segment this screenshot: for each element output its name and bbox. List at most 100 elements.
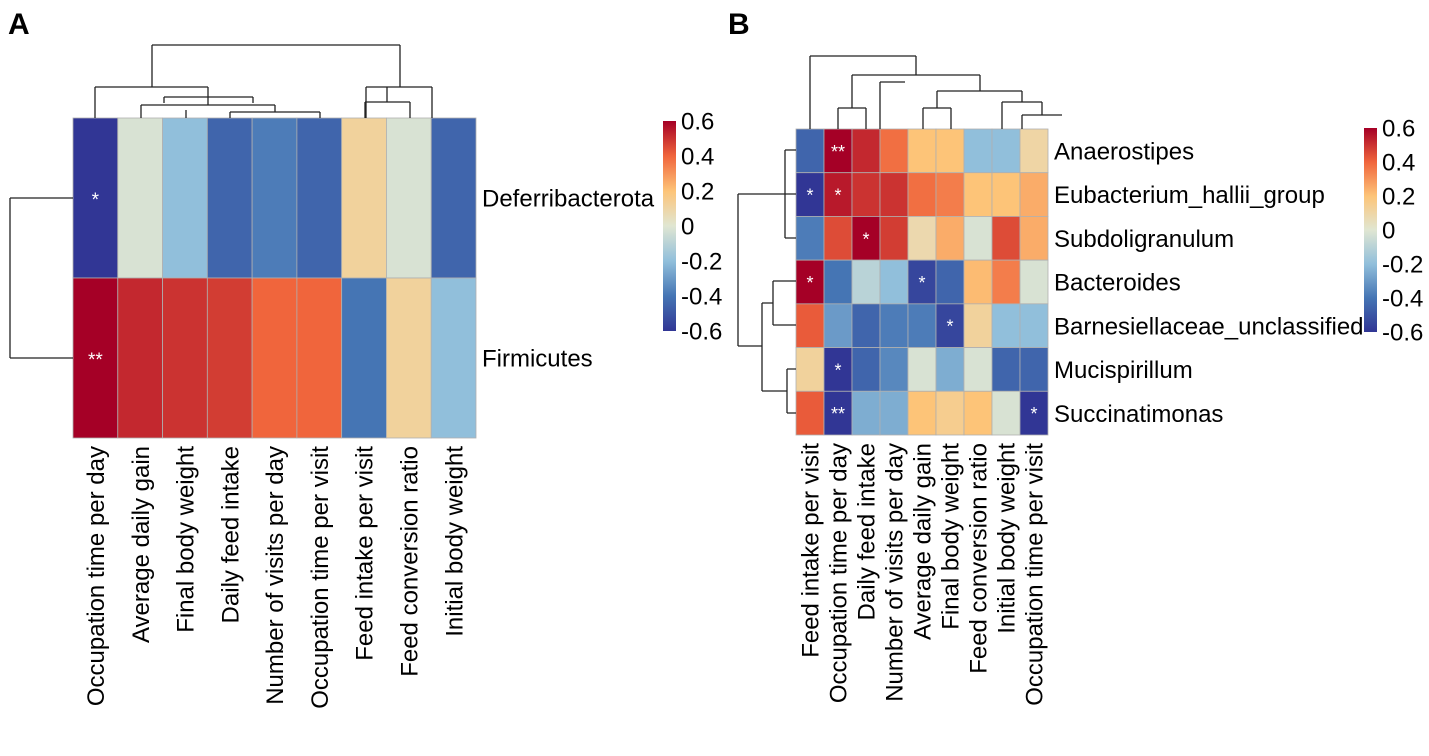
heatmap-cell xyxy=(386,117,432,279)
significance-marker: * xyxy=(806,186,813,206)
heatmap-cell xyxy=(963,128,993,174)
significance-marker: * xyxy=(862,229,869,249)
significance-marker: ** xyxy=(831,142,845,162)
heatmap-cell xyxy=(879,128,909,174)
heatmap-cell xyxy=(935,128,965,174)
heatmap-cell xyxy=(963,172,993,217)
column-label: Number of visits per day xyxy=(882,443,909,702)
significance-marker: * xyxy=(1030,404,1037,424)
heatmap-cell xyxy=(879,303,909,348)
column-label: Feed intake per visit xyxy=(352,446,379,661)
heatmap-cell xyxy=(851,216,881,261)
column-label: Occupation time per visit xyxy=(307,446,334,709)
heatmap-cell xyxy=(117,117,163,279)
colorbar-tick-label: 0 xyxy=(1382,218,1395,245)
row-dendrogram xyxy=(737,149,796,414)
heatmap-cell xyxy=(851,347,881,392)
colorbar-tick-label: -0.2 xyxy=(1382,252,1423,279)
heatmap-cell xyxy=(991,303,1021,348)
colorbar-tick-label: -0.4 xyxy=(1382,286,1423,313)
heatmap-cell xyxy=(879,347,909,392)
panel-letter: A xyxy=(8,8,30,41)
heatmap-cell xyxy=(963,347,993,392)
heatmap-cell xyxy=(991,128,1021,174)
heatmap-cell xyxy=(251,277,298,439)
heatmap-cell xyxy=(1019,259,1049,305)
heatmap-cell xyxy=(341,117,387,279)
column-label: Average daily gain xyxy=(128,446,155,643)
heatmap-cell xyxy=(991,259,1021,305)
heatmap-cell xyxy=(430,277,477,439)
column-label: Feed intake per visit xyxy=(798,443,825,658)
heatmap-cell xyxy=(879,259,909,305)
significance-marker: ** xyxy=(88,350,103,371)
heatmap-grid: *** *** ***** * xyxy=(795,128,1049,436)
heatmap-cell xyxy=(823,216,853,261)
heatmap-cell xyxy=(991,390,1021,436)
heatmap-cell xyxy=(296,117,343,279)
significance-marker: * xyxy=(806,273,813,293)
heatmap-cell xyxy=(72,117,119,279)
column-label: Occupation time per visit xyxy=(1022,443,1049,706)
heatmap-cell xyxy=(72,277,119,439)
heatmap-cell xyxy=(823,303,853,348)
row-label: Eubacterium_hallii_group xyxy=(1054,182,1325,209)
heatmap-cell xyxy=(823,259,853,305)
colorbar-tick-label: 0.2 xyxy=(1382,184,1415,211)
column-label: Initial body weight xyxy=(441,446,468,637)
heatmap-cell xyxy=(935,347,965,392)
heatmap-grid: *** xyxy=(72,117,477,439)
heatmap-cell xyxy=(907,390,937,436)
row-label: Barnesiellaceae_unclassified xyxy=(1054,313,1364,340)
heatmap-cell xyxy=(935,172,965,217)
heatmap-cell xyxy=(879,172,909,217)
heatmap-cell xyxy=(162,117,208,279)
heatmap-cell xyxy=(795,216,825,261)
heatmap-cell xyxy=(1019,390,1049,436)
heatmap-cell xyxy=(851,303,881,348)
column-label: Feed conversion ratio xyxy=(396,446,423,677)
heatmap-cell xyxy=(251,117,298,279)
heatmap-cell xyxy=(851,172,881,217)
colorbar-tick-label: -0.6 xyxy=(681,319,722,346)
colorbar-tick-label: -0.2 xyxy=(681,249,722,276)
colorbar-tick-label: -0.6 xyxy=(1382,320,1423,347)
heatmap-cell xyxy=(1019,128,1049,174)
heatmap-cell xyxy=(907,128,937,174)
column-label: Number of visits per day xyxy=(262,446,289,705)
heatmap-cell xyxy=(206,277,253,439)
significance-marker: * xyxy=(946,317,953,337)
heatmap-cell xyxy=(991,347,1021,392)
column-label: Occupation time per day xyxy=(826,443,853,703)
colorbar-tick-label: 0.4 xyxy=(681,144,714,171)
heatmap-cell xyxy=(341,277,387,439)
heatmap-cell xyxy=(162,277,208,439)
heatmap-cell xyxy=(963,303,993,348)
heatmap-cell xyxy=(430,117,477,279)
colorbar-tick-label: 0.6 xyxy=(681,109,714,136)
heatmap-cell xyxy=(117,277,163,439)
panel-letter: B xyxy=(728,8,750,41)
heatmap-cell xyxy=(1019,347,1049,392)
colorbar-tick-label: -0.4 xyxy=(681,284,722,311)
heatmap-cell xyxy=(991,216,1021,261)
heatmap-cell xyxy=(386,277,432,439)
row-label: Bacteroides xyxy=(1054,270,1181,297)
significance-marker: * xyxy=(92,190,100,211)
column-dendrogram xyxy=(809,55,1062,129)
heatmap-cell xyxy=(907,216,937,261)
heatmap-cell xyxy=(991,172,1021,217)
heatmap-cell xyxy=(296,277,343,439)
heatmap-cell xyxy=(907,347,937,392)
heatmap-cell xyxy=(935,216,965,261)
column-label: Initial body weight xyxy=(994,443,1021,634)
row-dendrogram xyxy=(9,197,73,359)
heatmap-cell xyxy=(935,390,965,436)
colorbar-tick-label: 0.4 xyxy=(1382,150,1415,177)
heatmap-cell xyxy=(1019,303,1049,348)
heatmap-cell xyxy=(795,390,825,436)
column-label: Daily feed intake xyxy=(217,446,244,623)
heatmap-cell xyxy=(1019,172,1049,217)
panel-a: ***DeferribacterotaFirmicutesOccupation … xyxy=(8,8,722,709)
